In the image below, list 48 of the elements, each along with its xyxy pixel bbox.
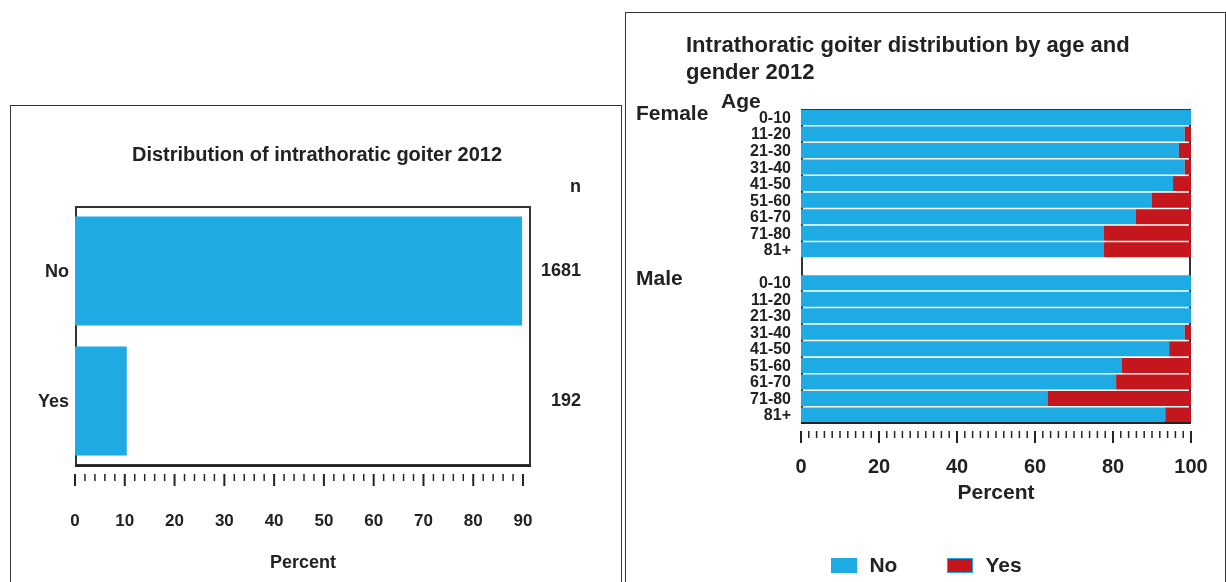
- y-tick-label: 31-40: [750, 323, 792, 341]
- y-tick-label: 41-50: [750, 340, 792, 358]
- x-tick-label: 80: [1101, 455, 1125, 477]
- text: Age: [721, 89, 761, 112]
- x-tick-label: 10: [115, 511, 135, 530]
- bar: [801, 110, 1191, 125]
- x-tick-label: 40: [945, 455, 969, 477]
- y-tick-label: 81+: [763, 241, 791, 259]
- x-tick-label: 0: [795, 455, 807, 477]
- x-tick-label: 30: [214, 511, 234, 530]
- x-tick-label: 100: [1174, 455, 1208, 477]
- x-axis-title: Percent: [269, 552, 337, 572]
- legend-label: Yes: [985, 553, 1022, 577]
- y-tick-label: 71-80: [750, 224, 792, 242]
- x-tick-label: 20: [165, 511, 185, 530]
- y-tick-label: 0-10: [758, 108, 792, 126]
- x-tick-label: 60: [364, 511, 384, 530]
- y-tick-label: 61-70: [750, 208, 792, 226]
- x-tick-label: 40: [264, 511, 284, 530]
- y-tick-label: 21-30: [750, 307, 792, 325]
- y-tick-label: 51-60: [750, 191, 792, 209]
- y-tick-label: 61-70: [750, 373, 792, 391]
- x-tick-label: 60: [1023, 455, 1047, 477]
- x-tick-label: 50: [314, 511, 334, 530]
- y-tick-label: 11-20: [750, 125, 792, 143]
- y-tick-label: 31-40: [750, 158, 792, 176]
- chart-title: Distribution of intrathoratic goiter 2012: [130, 142, 503, 167]
- text: Female: [636, 101, 709, 125]
- x-tick-label: 0: [70, 511, 80, 530]
- x-tick-label: 90: [513, 511, 533, 530]
- text: Male: [636, 266, 683, 291]
- x-tick-label: 20: [867, 455, 891, 477]
- x-axis-title: Percent: [957, 480, 1035, 503]
- x-tick-label: 80: [463, 511, 483, 530]
- chart-title: Intrathoratic goiter distribution by age and gender 2012: [686, 31, 1131, 85]
- y-tick-label: 71-80: [750, 389, 792, 407]
- bar: [801, 275, 1191, 291]
- legend-label: No: [869, 553, 898, 577]
- text: 192: [549, 390, 581, 411]
- y-tick-label: 11-20: [750, 290, 792, 308]
- y-tick-label: 81+: [763, 406, 791, 424]
- y-tick-label: 0-10: [758, 274, 792, 292]
- x-tick-label: 70: [414, 511, 433, 530]
- y-tick-label: 41-50: [750, 175, 792, 193]
- text: 1681: [539, 260, 581, 281]
- y-tick-label: 51-60: [750, 356, 792, 374]
- y-tick-label: 21-30: [750, 142, 792, 159]
- text: n: [569, 176, 581, 197]
